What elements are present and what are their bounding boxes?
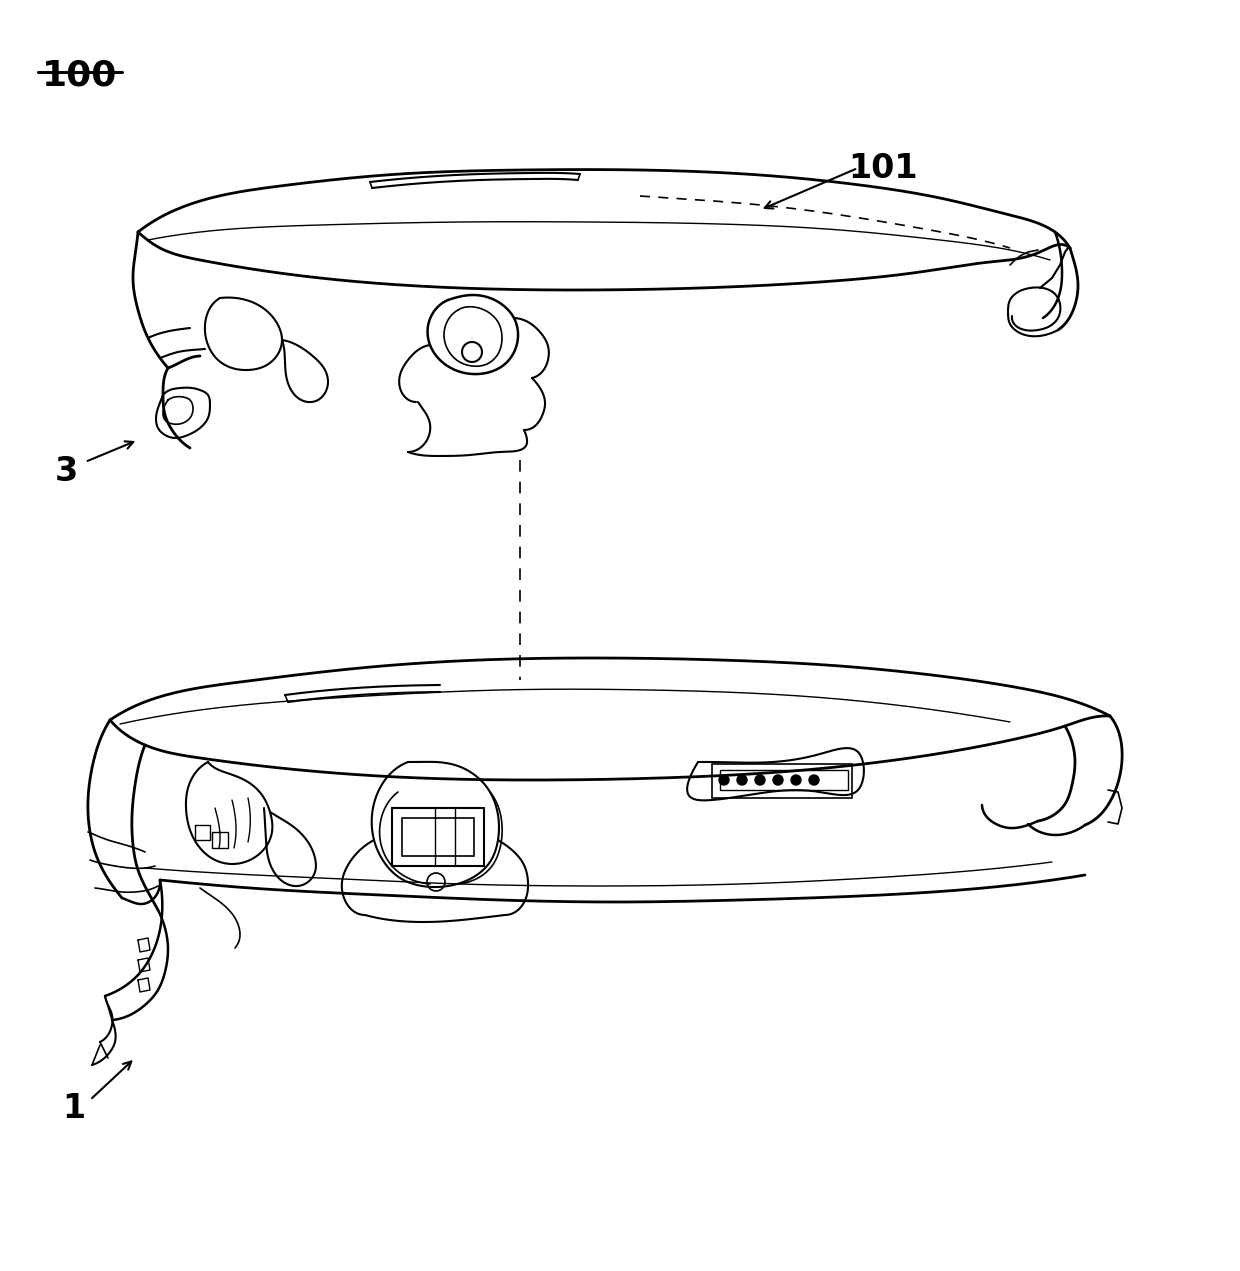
Text: 3: 3 — [55, 455, 78, 488]
Circle shape — [808, 775, 818, 785]
Circle shape — [791, 775, 801, 785]
Circle shape — [773, 775, 782, 785]
Text: 100: 100 — [42, 58, 118, 92]
Bar — [720, 770, 848, 791]
Circle shape — [737, 775, 746, 785]
Text: 1: 1 — [62, 1092, 86, 1125]
Circle shape — [755, 775, 765, 785]
Text: 101: 101 — [848, 153, 918, 186]
Bar — [392, 808, 484, 866]
Circle shape — [719, 775, 729, 785]
Bar — [402, 819, 474, 855]
Bar — [712, 764, 852, 798]
